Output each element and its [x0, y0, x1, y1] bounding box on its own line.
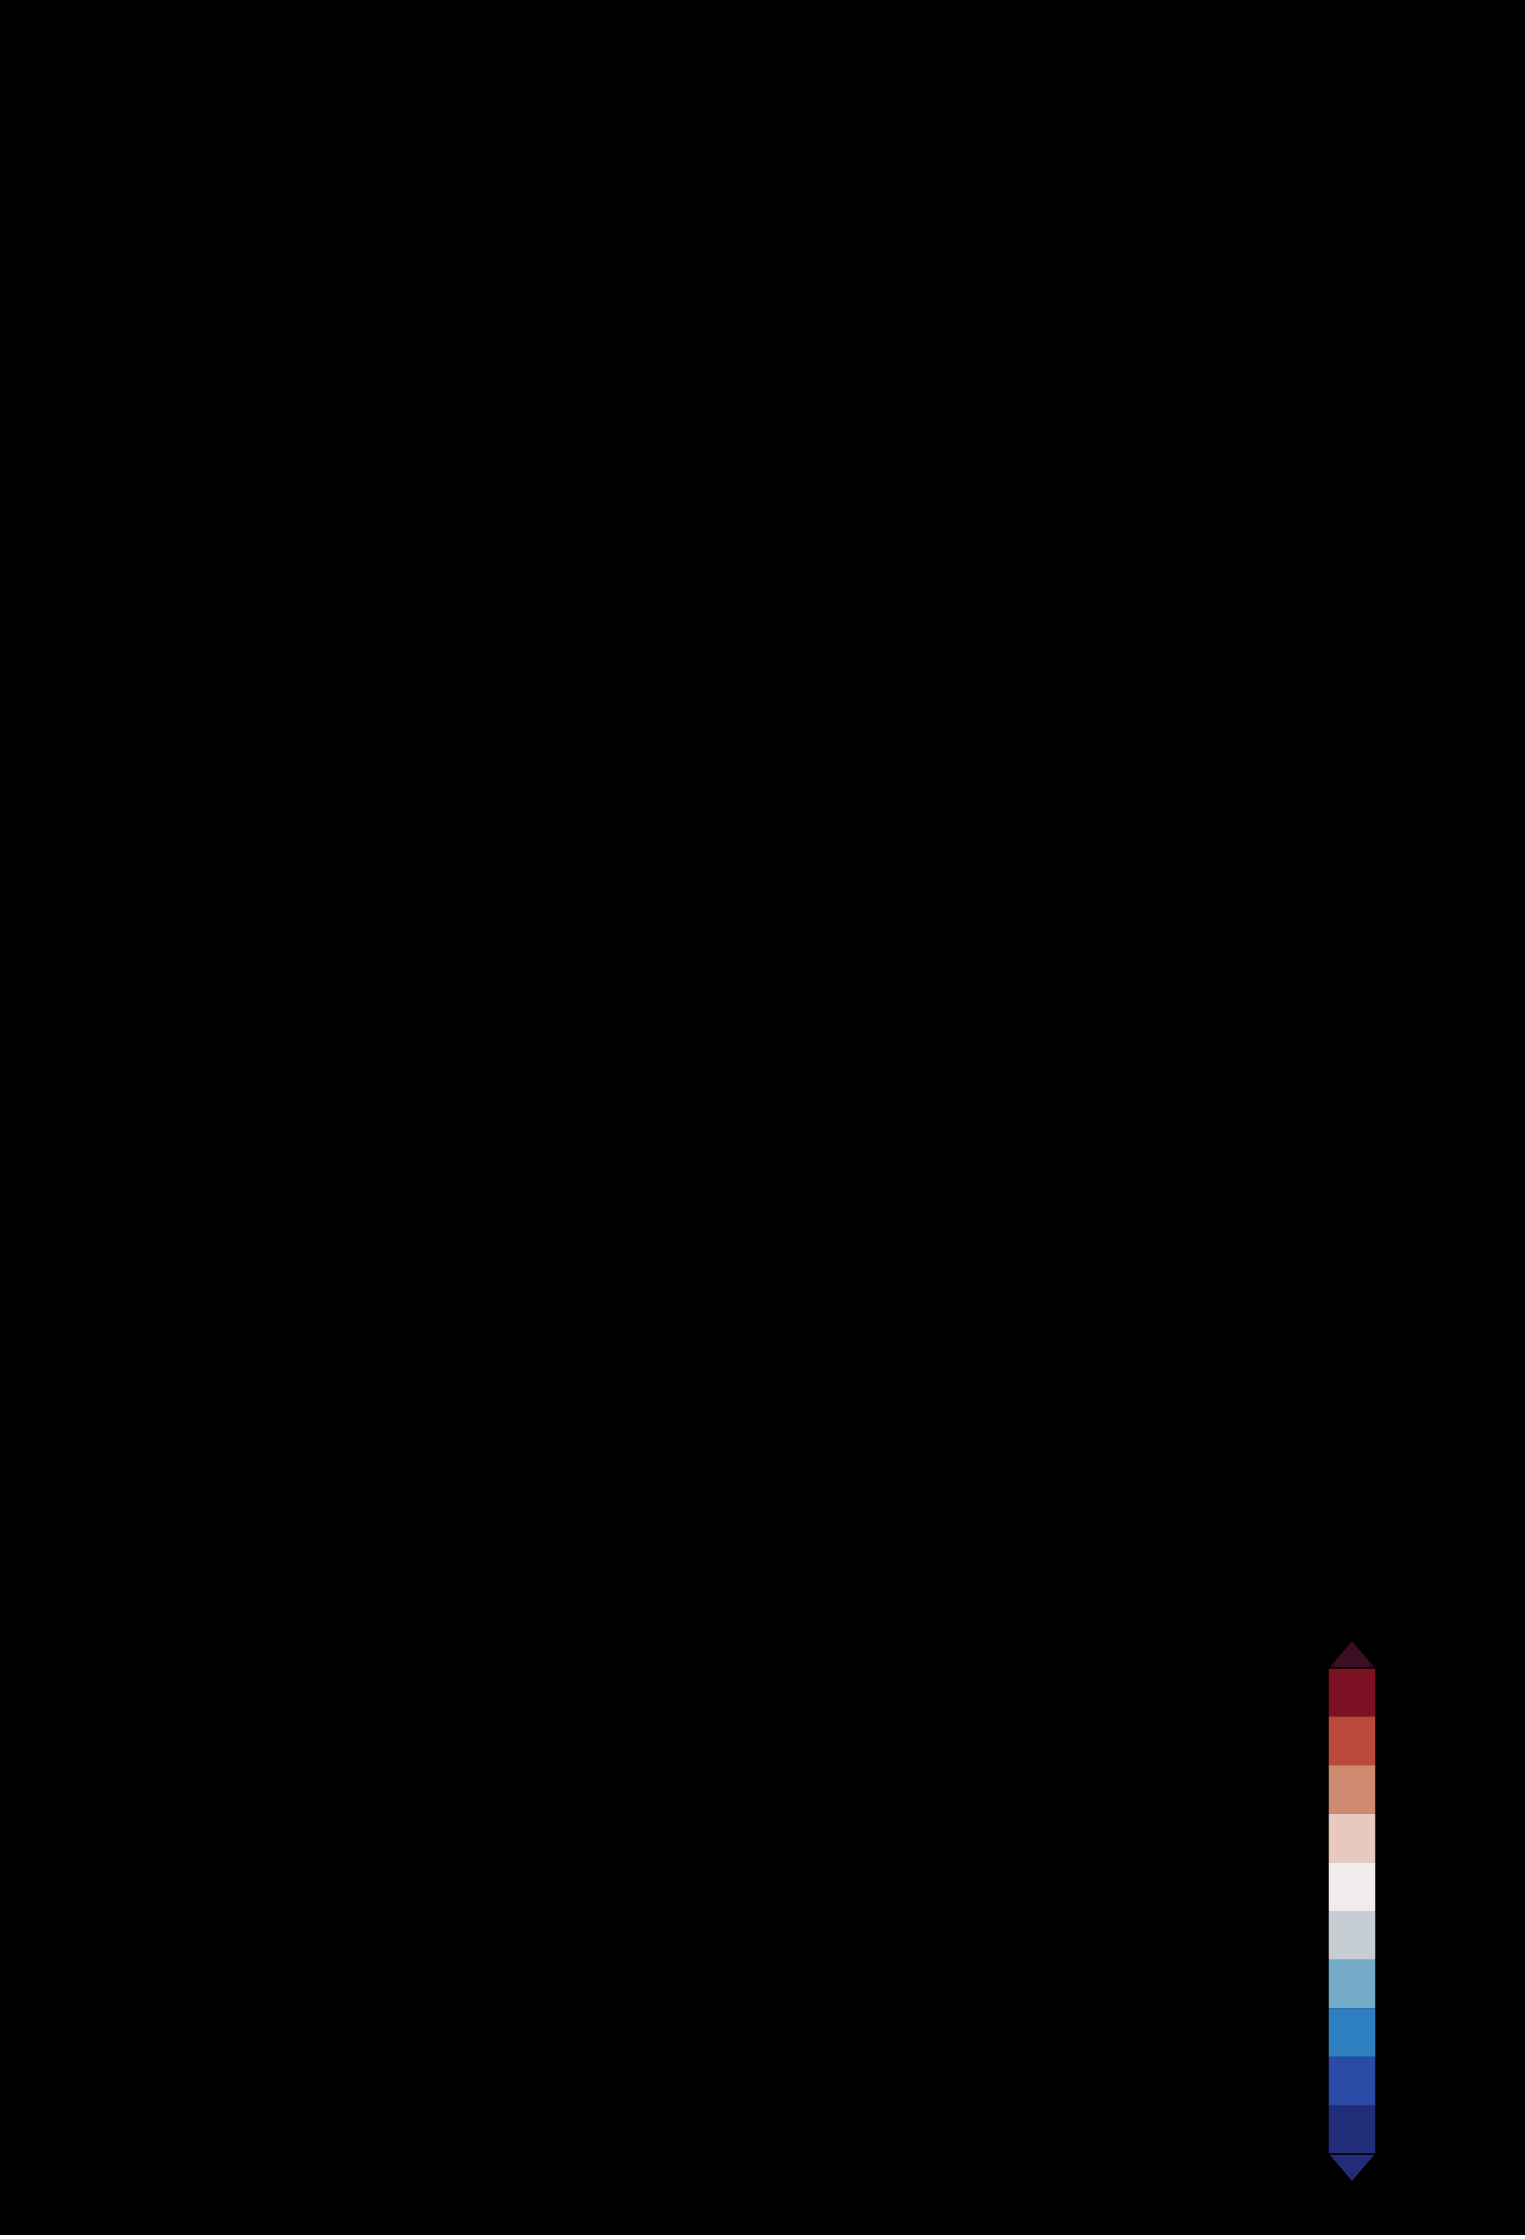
- colorbar-tick-label: −5.0: [1388, 2142, 1444, 2168]
- y-tick-label: 0°: [99, 1897, 126, 1925]
- y-tick-label: 40°S: [68, 2023, 126, 2051]
- colorbar-segment: [1328, 2056, 1376, 2106]
- colorbar-segment: [1328, 1668, 1376, 1717]
- x-tick-label: 60°E: [862, 2190, 920, 2218]
- colorbar-segment: [1328, 1862, 1376, 1911]
- colorbar-tick-label: 2.0: [1388, 1753, 1425, 1779]
- colorbar-segment: [1328, 2105, 1376, 2154]
- y-tick-label: 60°S: [68, 2085, 126, 2113]
- colorbar-segment: [1328, 1813, 1376, 1863]
- y-tick-label: 80°S: [68, 2148, 126, 2176]
- x-tick-label: 60°W: [482, 2190, 548, 2218]
- colorbar-tick-label: 0.1: [1388, 1850, 1425, 1876]
- colorbar-tick-label: 1.0: [1388, 1802, 1425, 1828]
- y-tick-label: 20°N: [66, 1834, 127, 1862]
- colorbar: 5.0 3.0 2.0 1.0 0.1 0.0 −0.1 −1.0 −2.0 −3.0 −5.0 °C: [1326, 1638, 1481, 2184]
- colorbar-segment: [1328, 1959, 1376, 2009]
- x-tick-label: 180°: [1239, 2190, 1297, 2218]
- colorbar-segment: [1328, 1716, 1376, 1766]
- colorbar-tick-label: −3.0: [1388, 2093, 1444, 2119]
- x-tick-label: 120°E: [1043, 2190, 1116, 2218]
- colorbar-tick-label: −1.0: [1388, 1996, 1444, 2022]
- colorbar-tick-label: 3.0: [1388, 1705, 1425, 1731]
- colorbar-segment: [1328, 1911, 1376, 1960]
- y-tick-label: 20°S: [68, 1960, 126, 1988]
- y-tick-label: 40°N: [66, 1771, 127, 1799]
- colorbar-tick-label: 5.0: [1388, 1656, 1425, 1682]
- y-tick-label: 60°N: [66, 1709, 127, 1737]
- gridlines: [138, 1644, 1268, 2178]
- x-tick-label: 120°W: [286, 2190, 368, 2218]
- colorbar-segment: [1328, 1765, 1376, 1814]
- colorbar-tick-label: 0.0: [1388, 1899, 1425, 1925]
- x-tick-label: 0°: [689, 2190, 716, 2218]
- colorbar-tick-label: −2.0: [1388, 2045, 1444, 2071]
- colorbar-segment: [1328, 2008, 1376, 2057]
- colorbar-tick-label: −0.1: [1388, 1948, 1444, 1974]
- x-tick-label: 180°: [109, 2190, 167, 2218]
- chart-panel: Model - Observations60°N40°N20°N0°20°S40…: [66, 1569, 1482, 2218]
- colorbar-label: °C: [1453, 1897, 1481, 1926]
